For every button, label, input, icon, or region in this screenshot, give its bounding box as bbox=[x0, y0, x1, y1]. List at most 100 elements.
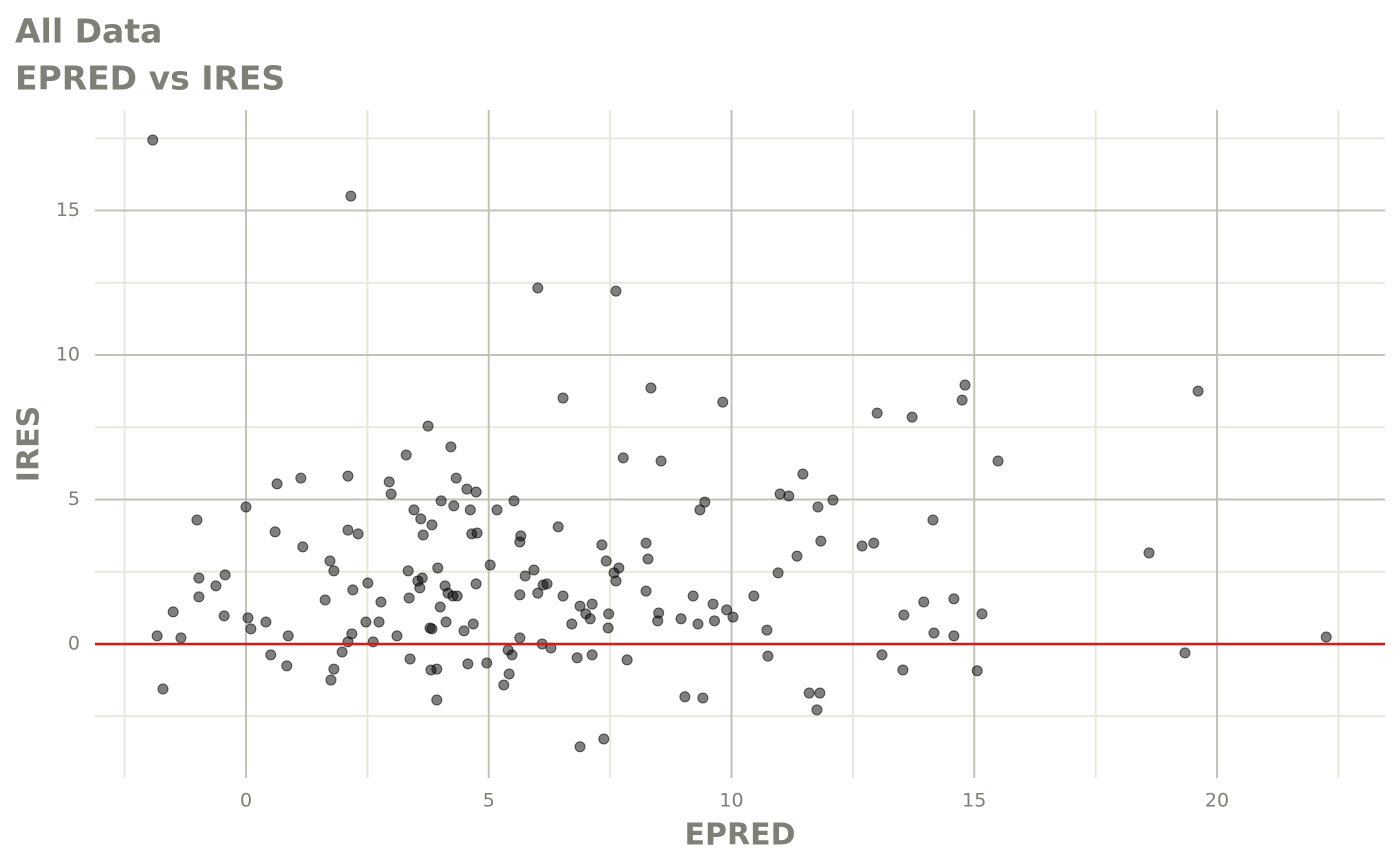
point bbox=[586, 649, 598, 661]
point bbox=[812, 501, 824, 513]
point bbox=[537, 579, 549, 591]
point bbox=[727, 611, 739, 623]
point bbox=[375, 596, 387, 608]
point bbox=[976, 608, 988, 620]
point bbox=[167, 606, 179, 618]
point bbox=[803, 687, 815, 699]
point bbox=[783, 490, 795, 502]
point bbox=[448, 500, 460, 512]
point bbox=[707, 598, 719, 610]
point bbox=[193, 572, 205, 584]
point bbox=[352, 528, 364, 540]
point bbox=[450, 472, 462, 484]
point bbox=[325, 674, 337, 686]
point bbox=[297, 541, 309, 553]
point bbox=[514, 589, 526, 601]
point bbox=[1143, 547, 1155, 559]
point bbox=[269, 526, 281, 538]
point bbox=[876, 649, 888, 661]
point bbox=[655, 455, 667, 467]
point bbox=[435, 495, 447, 507]
point bbox=[458, 625, 470, 637]
point bbox=[402, 565, 414, 577]
point bbox=[345, 190, 357, 202]
point bbox=[927, 514, 939, 526]
y-tick-label: 5 bbox=[68, 488, 80, 510]
point bbox=[617, 452, 629, 464]
x-tick-label: 0 bbox=[240, 790, 252, 812]
point bbox=[461, 483, 473, 495]
point bbox=[157, 683, 169, 695]
point bbox=[906, 411, 918, 423]
point bbox=[697, 692, 709, 704]
x-tick-label: 15 bbox=[962, 790, 986, 812]
point bbox=[610, 575, 622, 587]
point bbox=[417, 529, 429, 541]
point bbox=[462, 658, 474, 670]
point bbox=[898, 609, 910, 621]
y-tick-label: 10 bbox=[56, 344, 80, 366]
y-tick-label: 15 bbox=[56, 199, 80, 221]
x-axis-title: EPRED bbox=[685, 818, 796, 853]
point bbox=[360, 616, 372, 628]
point bbox=[528, 564, 540, 576]
point bbox=[557, 590, 569, 602]
point bbox=[514, 632, 526, 644]
point bbox=[762, 650, 774, 662]
point bbox=[748, 590, 760, 602]
point bbox=[772, 567, 784, 579]
point bbox=[470, 486, 482, 498]
point bbox=[814, 687, 826, 699]
point bbox=[971, 665, 983, 677]
point bbox=[868, 537, 880, 549]
point bbox=[271, 478, 283, 490]
point bbox=[218, 610, 230, 622]
point bbox=[506, 649, 518, 661]
point bbox=[451, 590, 463, 602]
point bbox=[699, 496, 711, 508]
point bbox=[679, 691, 691, 703]
point bbox=[191, 514, 203, 526]
x-tick-label: 5 bbox=[483, 790, 495, 812]
point bbox=[282, 630, 294, 642]
point bbox=[640, 585, 652, 597]
point bbox=[503, 668, 515, 680]
point bbox=[347, 584, 359, 596]
point bbox=[640, 537, 652, 549]
point bbox=[721, 604, 733, 616]
point bbox=[319, 594, 331, 606]
point bbox=[385, 488, 397, 500]
point bbox=[281, 660, 293, 672]
point bbox=[519, 570, 531, 582]
point bbox=[652, 615, 664, 627]
point bbox=[362, 577, 374, 589]
point bbox=[467, 618, 479, 630]
point bbox=[265, 649, 277, 661]
x-tick-label: 20 bbox=[1205, 790, 1229, 812]
point bbox=[147, 134, 159, 146]
point bbox=[557, 392, 569, 404]
point bbox=[260, 616, 272, 628]
point bbox=[210, 580, 222, 592]
point bbox=[445, 441, 457, 453]
point bbox=[324, 555, 336, 567]
point bbox=[992, 455, 1004, 467]
point bbox=[687, 590, 699, 602]
point bbox=[574, 741, 586, 753]
point bbox=[797, 468, 809, 480]
point bbox=[948, 593, 960, 605]
point bbox=[959, 379, 971, 391]
point bbox=[600, 555, 612, 567]
point bbox=[1320, 631, 1332, 643]
point bbox=[552, 521, 564, 533]
point bbox=[484, 559, 496, 571]
point bbox=[342, 636, 354, 648]
point bbox=[434, 601, 446, 613]
point bbox=[598, 733, 610, 745]
chart-title: All Data bbox=[15, 12, 162, 51]
point bbox=[498, 679, 510, 691]
point bbox=[1179, 647, 1191, 659]
point bbox=[481, 657, 493, 669]
point bbox=[404, 653, 416, 665]
point bbox=[596, 539, 608, 551]
